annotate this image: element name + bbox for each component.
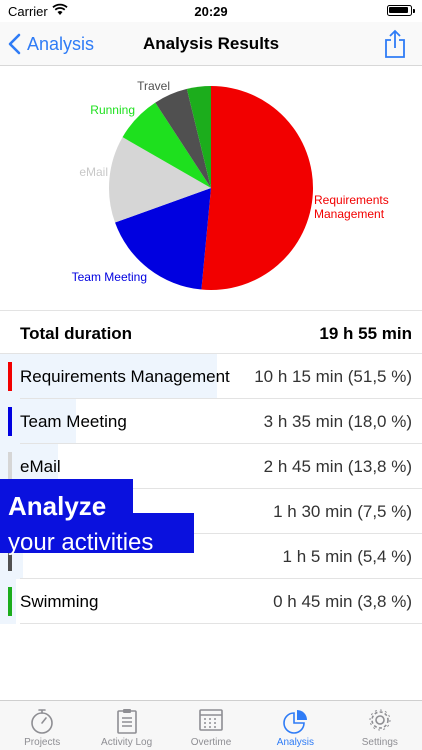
color-indicator bbox=[8, 587, 12, 616]
pie-slice bbox=[108, 137, 211, 223]
tab-analysis[interactable]: Analysis bbox=[253, 701, 337, 750]
activity-name: Requirements Management bbox=[20, 367, 230, 386]
tab-label: Analysis bbox=[276, 737, 315, 748]
pie-slice bbox=[115, 188, 211, 290]
share-highlight bbox=[0, 354, 217, 399]
activity-duration: 10 h 15 min (51,5 %) bbox=[254, 367, 412, 386]
status-bar: Carrier 20:29 bbox=[0, 0, 422, 22]
tab-label: Activity Log bbox=[101, 737, 153, 748]
list-item[interactable]: Swimming 0 h 45 min (3,8 %) bbox=[0, 579, 422, 624]
gear-icon bbox=[369, 709, 391, 731]
color-indicator bbox=[8, 362, 12, 391]
promo-box-bottom bbox=[0, 513, 194, 553]
pie-slice bbox=[155, 88, 211, 188]
activity-duration: 1 h 30 min (7,5 %) bbox=[273, 502, 412, 521]
tab-settings[interactable]: Settings bbox=[338, 701, 422, 750]
share-icon bbox=[385, 29, 405, 58]
color-indicator bbox=[8, 407, 12, 436]
tab-projects[interactable]: Projects bbox=[0, 701, 84, 750]
pie-slice bbox=[201, 86, 314, 290]
clipboard-icon bbox=[116, 709, 137, 734]
calendar-icon bbox=[199, 709, 223, 731]
color-indicator bbox=[8, 542, 12, 571]
promo-headline: Analyze bbox=[8, 491, 107, 521]
activity-list: Requirements Management 10 h 15 min (51,… bbox=[0, 354, 422, 624]
total-duration-label: Total duration bbox=[20, 324, 133, 343]
tab-label: Projects bbox=[24, 737, 61, 748]
activity-duration: 3 h 35 min (18,0 %) bbox=[263, 412, 412, 431]
pie-chart-svg: Requirements Management Team Meeting eMail R… bbox=[72, 79, 389, 290]
pie-chart: Requirements Management Team Meeting eMail R… bbox=[0, 66, 422, 310]
share-highlight bbox=[0, 399, 76, 444]
promo-banner: Analyze your activities bbox=[0, 479, 194, 573]
wifi-icon bbox=[52, 3, 68, 15]
total-duration-row: Total duration 19 h 55 min bbox=[0, 310, 422, 354]
list-item[interactable]: Team Meeting 3 h 35 min (18,0 %) bbox=[0, 399, 422, 444]
promo-box-top bbox=[0, 479, 133, 515]
back-button[interactable]: Analysis bbox=[8, 31, 94, 57]
pie-slice-label: Running bbox=[90, 103, 135, 117]
pie-slice-label: Requirements Management bbox=[314, 193, 389, 221]
activity-name: eMail bbox=[20, 457, 61, 476]
pie-slice bbox=[122, 102, 211, 188]
page-title: Analysis Results bbox=[142, 34, 280, 53]
activity-name: Swimming bbox=[20, 592, 99, 611]
pie-chart-icon bbox=[283, 710, 308, 734]
chevron-left-icon bbox=[8, 33, 21, 55]
share-button[interactable] bbox=[384, 29, 406, 64]
tab-label: Settings bbox=[361, 737, 398, 748]
battery-icon bbox=[387, 5, 415, 16]
carrier-label: Carrier bbox=[8, 4, 48, 19]
pie-slice-label: Travel bbox=[137, 79, 170, 93]
total-duration-value: 19 h 55 min bbox=[319, 324, 412, 343]
pie-slice-label: Team Meeting bbox=[72, 270, 147, 284]
tab-bar: Projects Activity Log Overtime Analysis … bbox=[0, 700, 422, 750]
promo-subline: your activities bbox=[8, 529, 154, 556]
status-time: 20:29 bbox=[194, 4, 228, 19]
tab-label: Overtime bbox=[190, 737, 232, 748]
activity-duration: 2 h 45 min (13,8 %) bbox=[263, 457, 412, 476]
pie-slice-label: eMail bbox=[79, 165, 108, 179]
activity-duration: 0 h 45 min (3,8 %) bbox=[273, 592, 412, 611]
tab-activity-log[interactable]: Activity Log bbox=[84, 701, 168, 750]
tab-overtime[interactable]: Overtime bbox=[169, 701, 253, 750]
color-indicator bbox=[8, 452, 12, 481]
pie-slice bbox=[186, 86, 211, 188]
back-button-label: Analysis bbox=[27, 33, 95, 54]
list-item[interactable]: Requirements Management 10 h 15 min (51,… bbox=[0, 354, 422, 399]
stopwatch-icon bbox=[31, 709, 54, 734]
navigation-bar: Analysis Analysis Results bbox=[0, 22, 422, 66]
activity-duration: 1 h 5 min (5,4 %) bbox=[282, 547, 412, 566]
activity-name: Team Meeting bbox=[20, 412, 127, 431]
